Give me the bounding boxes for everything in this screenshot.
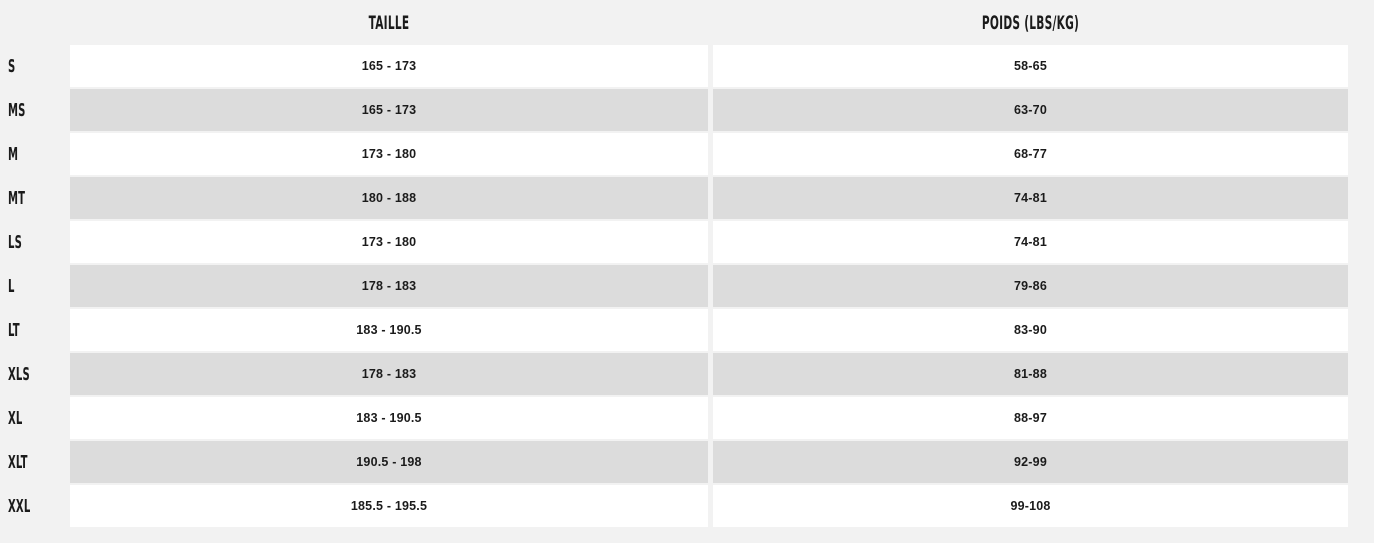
row-size-label: XXL — [0, 485, 70, 527]
column-divider — [708, 265, 713, 307]
column-divider — [708, 441, 713, 483]
cell-height: 183 - 190.5 — [70, 309, 708, 351]
table-row: XXL 185.5 - 195.5 99-108 — [0, 485, 1374, 527]
row-size-label: XLT — [0, 441, 70, 483]
cell-weight: 68-77 — [713, 133, 1348, 175]
table-row: XLT 190.5 - 198 92-99 — [0, 441, 1374, 483]
row-size-label: LT — [0, 309, 70, 351]
row-size-label-text: M — [8, 143, 19, 165]
cell-weight: 83-90 — [713, 309, 1348, 351]
row-size-label-text: XLT — [8, 451, 28, 473]
column-divider — [708, 133, 713, 175]
cell-weight: 58-65 — [713, 45, 1348, 87]
cell-weight: 81-88 — [713, 353, 1348, 395]
row-size-label: XL — [0, 397, 70, 439]
row-size-label: LS — [0, 221, 70, 263]
cell-weight: 74-81 — [713, 177, 1348, 219]
cell-height: 173 - 180 — [70, 133, 708, 175]
table-row: L 178 - 183 79-86 — [0, 265, 1374, 307]
cell-height: 185.5 - 195.5 — [70, 485, 708, 527]
table-bottom-spacer — [0, 527, 1374, 543]
row-size-label: MT — [0, 177, 70, 219]
table-row: LS 173 - 180 74-81 — [0, 221, 1374, 263]
cell-height: 178 - 183 — [70, 265, 708, 307]
cell-weight: 79-86 — [713, 265, 1348, 307]
row-size-label: XLS — [0, 353, 70, 395]
column-divider — [708, 353, 713, 395]
row-size-label: L — [0, 265, 70, 307]
column-divider — [708, 221, 713, 263]
column-divider — [708, 89, 713, 131]
table-row: MT 180 - 188 74-81 — [0, 177, 1374, 219]
row-size-label: M — [0, 133, 70, 175]
column-header-weight: POIDS (LBS/KG) — [981, 11, 1080, 34]
table-row: XL 183 - 190.5 88-97 — [0, 397, 1374, 439]
cell-weight: 74-81 — [713, 221, 1348, 263]
column-divider — [708, 485, 713, 527]
cell-weight: 88-97 — [713, 397, 1348, 439]
table-row: XLS 178 - 183 81-88 — [0, 353, 1374, 395]
row-size-label: MS — [0, 89, 70, 131]
cell-height: 190.5 - 198 — [70, 441, 708, 483]
cell-height: 183 - 190.5 — [70, 397, 708, 439]
row-size-label-text: MS — [8, 99, 26, 121]
size-chart-table: TAILLE POIDS (LBS/KG) S 165 - 173 58-65 MS 1… — [0, 0, 1374, 527]
column-divider — [708, 397, 713, 439]
cell-weight: 63-70 — [713, 89, 1348, 131]
row-size-label-text: LS — [8, 231, 23, 253]
row-size-label-text: S — [8, 55, 16, 77]
table-row: LT 183 - 190.5 83-90 — [0, 309, 1374, 351]
cell-height: 165 - 173 — [70, 89, 708, 131]
row-size-label-text: XXL — [8, 495, 31, 517]
table-row: M 173 - 180 68-77 — [0, 133, 1374, 175]
table-body: S 165 - 173 58-65 MS 165 - 173 63-70 M 173 - 18… — [0, 45, 1374, 527]
cell-weight: 92-99 — [713, 441, 1348, 483]
table-row: MS 165 - 173 63-70 — [0, 89, 1374, 131]
table-header-row: TAILLE POIDS (LBS/KG) — [0, 0, 1374, 45]
cell-height: 173 - 180 — [70, 221, 708, 263]
cell-height: 165 - 173 — [70, 45, 708, 87]
row-size-label-text: L — [8, 275, 15, 297]
cell-weight: 99-108 — [713, 485, 1348, 527]
column-divider — [708, 45, 713, 87]
table-row: S 165 - 173 58-65 — [0, 45, 1374, 87]
row-size-label-text: LT — [8, 319, 20, 341]
column-divider — [708, 177, 713, 219]
column-header-height: TAILLE — [368, 11, 410, 34]
cell-height: 178 - 183 — [70, 353, 708, 395]
column-divider — [708, 309, 713, 351]
row-size-label-text: MT — [8, 187, 26, 209]
row-size-label-text: XL — [8, 407, 23, 429]
cell-height: 180 - 188 — [70, 177, 708, 219]
row-size-label: S — [0, 45, 70, 87]
row-size-label-text: XLS — [8, 363, 30, 385]
